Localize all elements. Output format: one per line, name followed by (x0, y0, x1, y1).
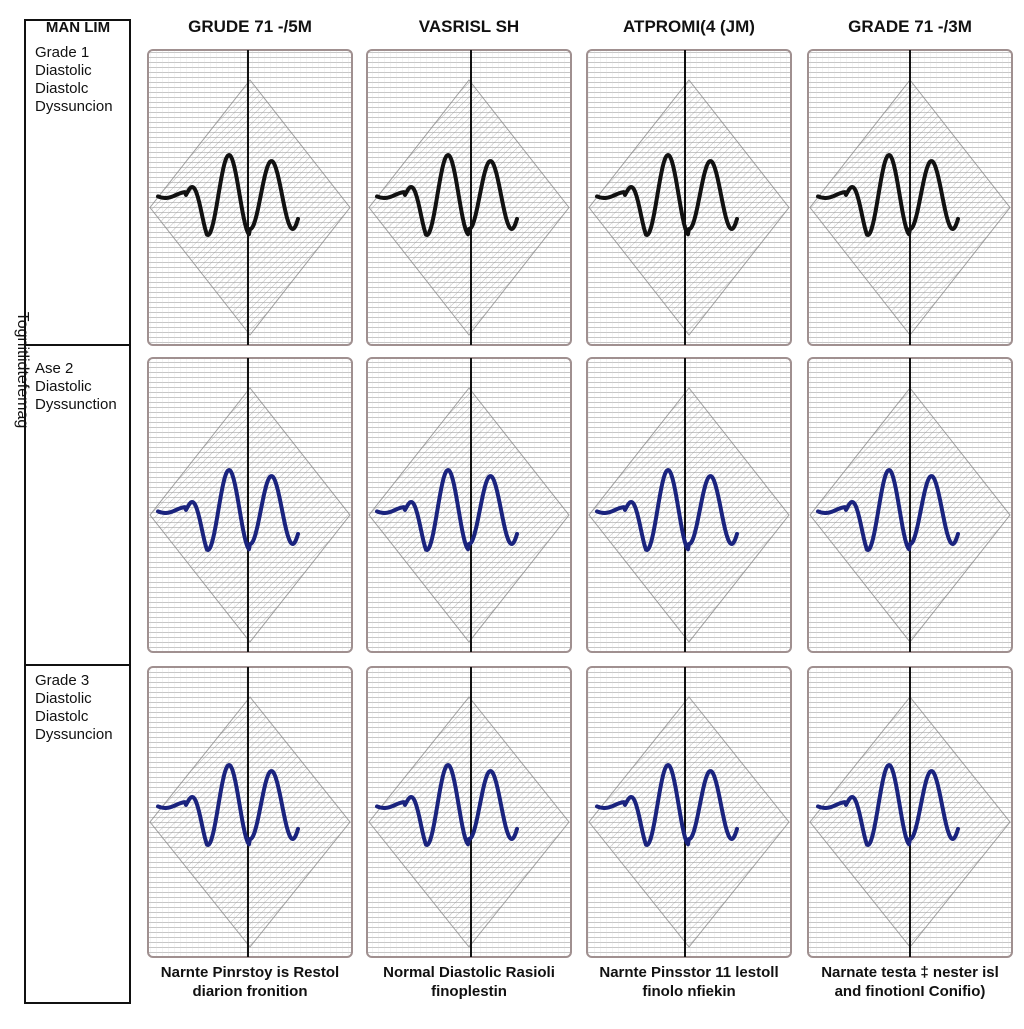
row-label: Diastolic (35, 62, 92, 79)
column-caption: Narnte Pinsstor 11 lestoll (599, 964, 778, 981)
waveform (595, 153, 739, 237)
panel-diamond (149, 696, 351, 948)
row-label: Diastolic (35, 690, 92, 707)
column-caption: and finotionI Conifio) (835, 983, 986, 1000)
waveform (156, 763, 300, 847)
row-label-panel (24, 19, 131, 1004)
column-caption: finolo nfiekin (642, 983, 735, 1000)
panel-diamond (588, 79, 790, 336)
waveform (375, 763, 519, 847)
column-header: GRADE 71 -/3M (848, 17, 972, 36)
row-label: Dyssuncion (35, 98, 113, 115)
row-label: Grade 3 (35, 672, 89, 689)
side-label: Tognitlidtefemag (14, 312, 31, 429)
row-label: Dyssunction (35, 396, 117, 413)
waveform (595, 468, 739, 552)
waveform (816, 763, 960, 847)
column-caption: Normal Diastolic Rasioli (383, 964, 555, 981)
panel-diamond (368, 696, 570, 948)
column-header: VASRISL SH (419, 17, 519, 36)
row-label: Diastolc (35, 708, 89, 725)
panel-diamond (588, 696, 790, 948)
column-header: ATPROMI(4 (JM) (623, 17, 755, 36)
panel-diamond (149, 387, 351, 643)
row-label: Dyssuncion (35, 726, 113, 743)
panel-diamond (368, 387, 570, 643)
waveform (816, 468, 960, 552)
column-caption: Narnte Pinrstoy is Restol (161, 964, 339, 981)
row-label: Diastolc (35, 80, 89, 97)
row-label: Grade 1 (35, 44, 89, 61)
column-caption: finoplestin (431, 983, 507, 1000)
column-caption: diarion fronition (193, 983, 308, 1000)
column-caption: Narnate testa ‡ nester isl (821, 964, 999, 981)
panel-diamond (149, 79, 351, 336)
waveform (375, 153, 519, 237)
corner-label: MAN LIM (46, 19, 110, 36)
panel-diamond (368, 79, 570, 336)
waveform (816, 153, 960, 237)
row-label: Ase 2 (35, 360, 73, 377)
waveform (375, 468, 519, 552)
waveform (595, 763, 739, 847)
panel-diamond (588, 387, 790, 643)
column-header: GRUDE 71 -/5M (188, 17, 312, 36)
waveform (156, 153, 300, 237)
waveform (156, 468, 300, 552)
row-label: Diastolic (35, 378, 92, 395)
